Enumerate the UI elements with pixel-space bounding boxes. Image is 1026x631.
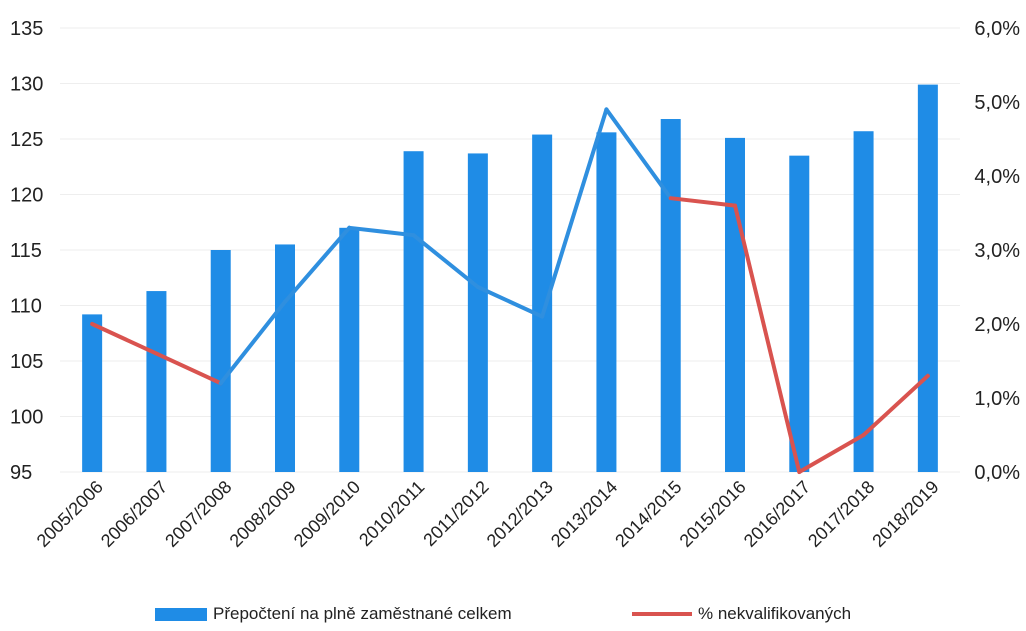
line-segment	[347, 225, 416, 238]
line-segment	[218, 299, 287, 386]
line-segment	[283, 225, 352, 304]
bars	[82, 84, 938, 473]
x-tick-label: 2008/2009	[226, 477, 300, 551]
gridlines	[60, 27, 960, 473]
x-tick-label: 2018/2019	[868, 477, 942, 551]
x-tick-label: 2016/2017	[740, 477, 814, 551]
y-left-tick-label: 135	[10, 18, 43, 40]
bar	[725, 137, 745, 472]
x-tick-label: 2014/2015	[611, 477, 685, 551]
bar	[275, 244, 295, 472]
line-segment	[604, 107, 673, 201]
legend: Přepočtení na plně zaměstnané celkem % n…	[0, 604, 1026, 630]
y-right-tick-label: 4,0%	[974, 166, 1020, 188]
line-segment	[475, 285, 545, 319]
y-right-tick-label: 2,0%	[974, 314, 1020, 336]
line-segment	[797, 433, 866, 474]
line-segment	[540, 107, 609, 319]
bar	[853, 131, 874, 473]
bar	[532, 134, 553, 472]
y-axis-left: 95 100 105 110 115 120 125 130 135	[10, 18, 43, 484]
x-tick-label: 2010/2011	[355, 477, 428, 550]
chart: 95 100 105 110 115 120 125 130 135 0,0% 1,0% 2,0% 3…	[10, 18, 1020, 551]
y-left-tick-label: 130	[10, 74, 43, 96]
bar	[210, 250, 231, 472]
y-left-tick-label: 120	[10, 185, 43, 207]
bar	[660, 119, 681, 473]
y-right-tick-label: 3,0%	[974, 240, 1020, 262]
bar	[146, 291, 167, 472]
bar	[467, 153, 488, 472]
y-left-tick-label: 110	[10, 296, 42, 318]
legend-item-bar: Přepočtení na plně zaměstnané celkem	[155, 604, 512, 624]
line-series	[90, 107, 930, 474]
bar	[789, 155, 810, 472]
bar	[917, 84, 938, 473]
x-tick-label: 2015/2016	[676, 477, 750, 551]
bar	[403, 151, 424, 472]
legend-line-label: % nekvalifikovaných	[698, 604, 852, 623]
bar	[339, 227, 360, 472]
x-tick-label: 2007/2008	[161, 477, 235, 551]
legend-bar-label: Přepočtení na plně zaměstnané celkem	[213, 604, 512, 623]
y-axis-right: 0,0% 1,0% 2,0% 3,0% 4,0% 5,0% 6,0%	[974, 18, 1020, 484]
x-tick-label: 2006/2007	[97, 477, 171, 551]
line-segment	[90, 322, 159, 356]
x-tick-label: 2005/2006	[33, 477, 107, 551]
y-left-tick-label: 125	[10, 129, 43, 151]
y-right-tick-label: 0,0%	[974, 462, 1020, 484]
y-left-tick-label: 115	[10, 240, 42, 262]
line-segment	[668, 196, 737, 208]
legend-line-swatch	[632, 612, 692, 616]
y-right-tick-label: 6,0%	[974, 18, 1020, 40]
y-left-tick-label: 100	[10, 407, 43, 429]
x-tick-label: 2009/2010	[290, 477, 364, 551]
legend-bar-swatch	[155, 607, 207, 621]
legend-item-line: % nekvalifikovaných	[632, 604, 851, 624]
x-axis: 2005/20062006/20072007/20082008/20092009…	[33, 477, 943, 551]
x-tick-label: 2013/2014	[547, 477, 621, 551]
line-segment	[411, 233, 480, 289]
x-tick-label: 2017/2018	[804, 477, 878, 551]
line-segment	[733, 203, 802, 474]
y-left-tick-label: 95	[10, 462, 32, 484]
line-segment	[861, 373, 930, 437]
x-tick-label: 2011/2012	[419, 477, 492, 550]
bar	[82, 314, 103, 472]
y-right-tick-label: 1,0%	[974, 388, 1020, 410]
y-right-tick-label: 5,0%	[974, 92, 1020, 114]
bar	[596, 132, 617, 472]
line-segment	[154, 351, 223, 386]
x-tick-label: 2012/2013	[483, 477, 557, 551]
y-left-tick-label: 105	[10, 351, 43, 373]
